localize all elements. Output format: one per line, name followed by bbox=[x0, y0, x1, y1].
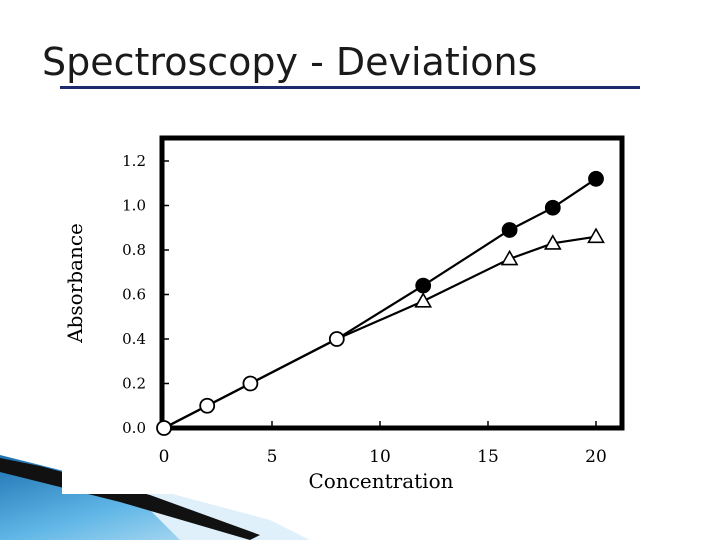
series-1-point bbox=[156, 420, 172, 436]
series-1-point bbox=[588, 170, 604, 187]
x-tick-label: 0 bbox=[159, 447, 170, 467]
x-tick-label: 5 bbox=[267, 447, 278, 467]
y-tick-label: 1.2 bbox=[122, 152, 146, 170]
slide-title: Spectroscopy - Deviations bbox=[42, 40, 538, 84]
y-tick-label: 0.8 bbox=[122, 241, 146, 259]
series-1-point bbox=[544, 199, 561, 216]
y-tick-label: 1.0 bbox=[122, 197, 146, 215]
title-underline bbox=[60, 86, 640, 89]
y-axis-ticks: 0.0 0.2 0.4 0.6 0.8 1.0 1.2 bbox=[122, 152, 169, 437]
series-1-point bbox=[199, 397, 216, 414]
series-2-point bbox=[414, 292, 433, 308]
series-1-point bbox=[328, 331, 345, 347]
series-1-point bbox=[501, 222, 518, 238]
x-tick-label: 10 bbox=[369, 447, 391, 467]
series-2-point bbox=[543, 234, 562, 250]
y-axis-label: Absorbance bbox=[63, 223, 87, 344]
x-axis-ticks: 0 5 10 15 20 bbox=[159, 421, 607, 467]
data-series bbox=[156, 170, 605, 436]
y-tick-label: 0.4 bbox=[122, 330, 146, 348]
series-1-point bbox=[242, 375, 259, 392]
series-2-point bbox=[587, 227, 605, 244]
x-tick-label: 20 bbox=[585, 447, 607, 467]
series-2-point bbox=[500, 249, 519, 266]
y-tick-label: 0.2 bbox=[122, 375, 146, 393]
x-tick-label: 15 bbox=[477, 447, 499, 467]
y-tick-label: 0.0 bbox=[122, 419, 146, 437]
plot-frame bbox=[159, 135, 625, 431]
chart-background bbox=[62, 132, 634, 494]
series-1-point bbox=[415, 277, 432, 294]
x-axis-label: Concentration bbox=[308, 469, 453, 493]
y-tick-label: 0.6 bbox=[122, 286, 146, 304]
series-line-2 bbox=[163, 235, 597, 429]
